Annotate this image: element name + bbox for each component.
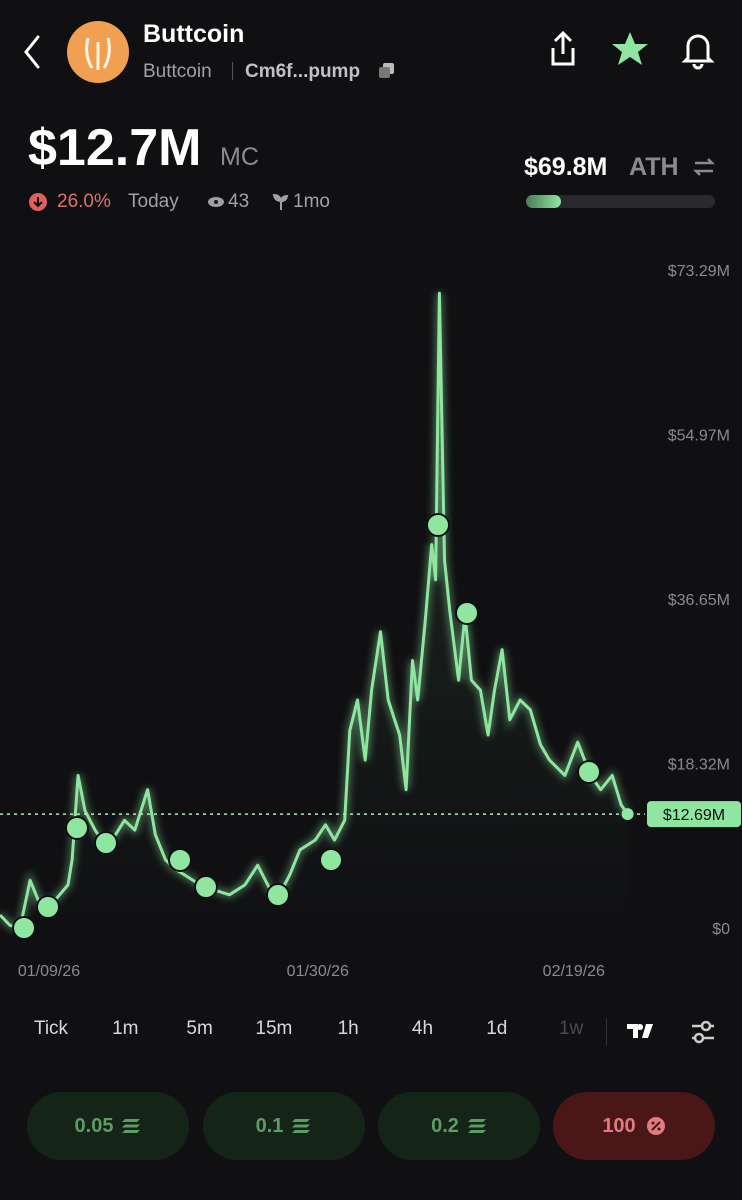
timeframe-button[interactable]: 5m <box>186 1018 213 1039</box>
y-tick-label: $0 <box>712 921 730 938</box>
divider <box>606 1018 607 1046</box>
token-avatar <box>67 21 129 83</box>
sell-button[interactable]: 100 <box>553 1092 715 1160</box>
token-ticker: Buttcoin <box>143 61 212 82</box>
ath-label: ATH <box>629 153 679 181</box>
y-tick-label: $73.29M <box>668 263 730 280</box>
swap-icon[interactable] <box>692 156 716 178</box>
buy-button[interactable]: 0.1 <box>202 1092 365 1160</box>
alert-button[interactable] <box>680 30 716 70</box>
price-chart: $0 $18.32M $36.65M $54.97M $73.29M 01/09/26 01… <box>0 263 741 980</box>
down-icon <box>29 193 47 211</box>
ath-progress-track <box>526 195 715 208</box>
amount: 0.05 <box>74 1114 114 1137</box>
amount: 100 <box>602 1114 636 1137</box>
ath-progress-fill <box>526 195 561 208</box>
timeframe-button[interactable]: 1m <box>112 1018 139 1039</box>
trade-markers <box>12 513 601 940</box>
copy-icon[interactable] <box>378 62 396 80</box>
watchers: 43 <box>228 191 250 212</box>
token-address[interactable]: Cm6f...pump <box>245 61 361 82</box>
back-button[interactable] <box>18 32 48 72</box>
y-tick-label: $36.65M <box>668 592 730 609</box>
settings-icon[interactable] <box>690 1019 716 1045</box>
token-name: Buttcoin <box>143 20 245 48</box>
favorite-button[interactable] <box>610 30 650 68</box>
market-cap: $12.7M <box>28 119 202 177</box>
area-fill <box>0 293 628 928</box>
amount: 0.2 <box>431 1114 459 1137</box>
current-price-badge <box>647 801 741 828</box>
timeframe-button[interactable]: 15m <box>255 1018 293 1039</box>
timeframe-button[interactable]: 1w <box>558 1018 584 1039</box>
sol-icon <box>292 1119 311 1133</box>
timeframe-button[interactable]: 4h <box>411 1018 434 1039</box>
share-button[interactable] <box>545 30 581 68</box>
x-tick-label: 02/19/26 <box>543 963 605 980</box>
amount: 0.1 <box>255 1114 284 1137</box>
x-tick-label: 01/09/26 <box>18 963 80 980</box>
tradingview-icon[interactable] <box>626 1022 656 1040</box>
age: 1mo <box>293 191 330 212</box>
divider <box>232 62 233 80</box>
y-tick-label: $18.32M <box>668 757 730 774</box>
x-tick-label: 01/30/26 <box>287 963 349 980</box>
change-label: Today <box>128 191 179 212</box>
ath-value: $69.8M <box>524 153 608 181</box>
eye-icon <box>208 197 224 207</box>
percent-icon <box>646 1117 665 1135</box>
timeframe-button[interactable]: 1d <box>486 1018 508 1039</box>
current-price-label: $12.69M <box>663 807 725 824</box>
sol-icon <box>122 1119 141 1133</box>
timeframe-button[interactable]: Tick <box>33 1018 69 1039</box>
current-point <box>621 808 634 821</box>
market-cap-label: MC <box>220 143 259 171</box>
change: 26.0% <box>57 191 111 212</box>
sol-icon <box>467 1119 486 1133</box>
y-tick-label: $54.97M <box>668 427 730 444</box>
buy-button[interactable]: 0.05 <box>27 1092 189 1160</box>
buy-button[interactable]: 0.2 <box>378 1092 540 1160</box>
timeframe-button[interactable]: 1h <box>337 1018 359 1039</box>
age-icon <box>272 193 289 210</box>
